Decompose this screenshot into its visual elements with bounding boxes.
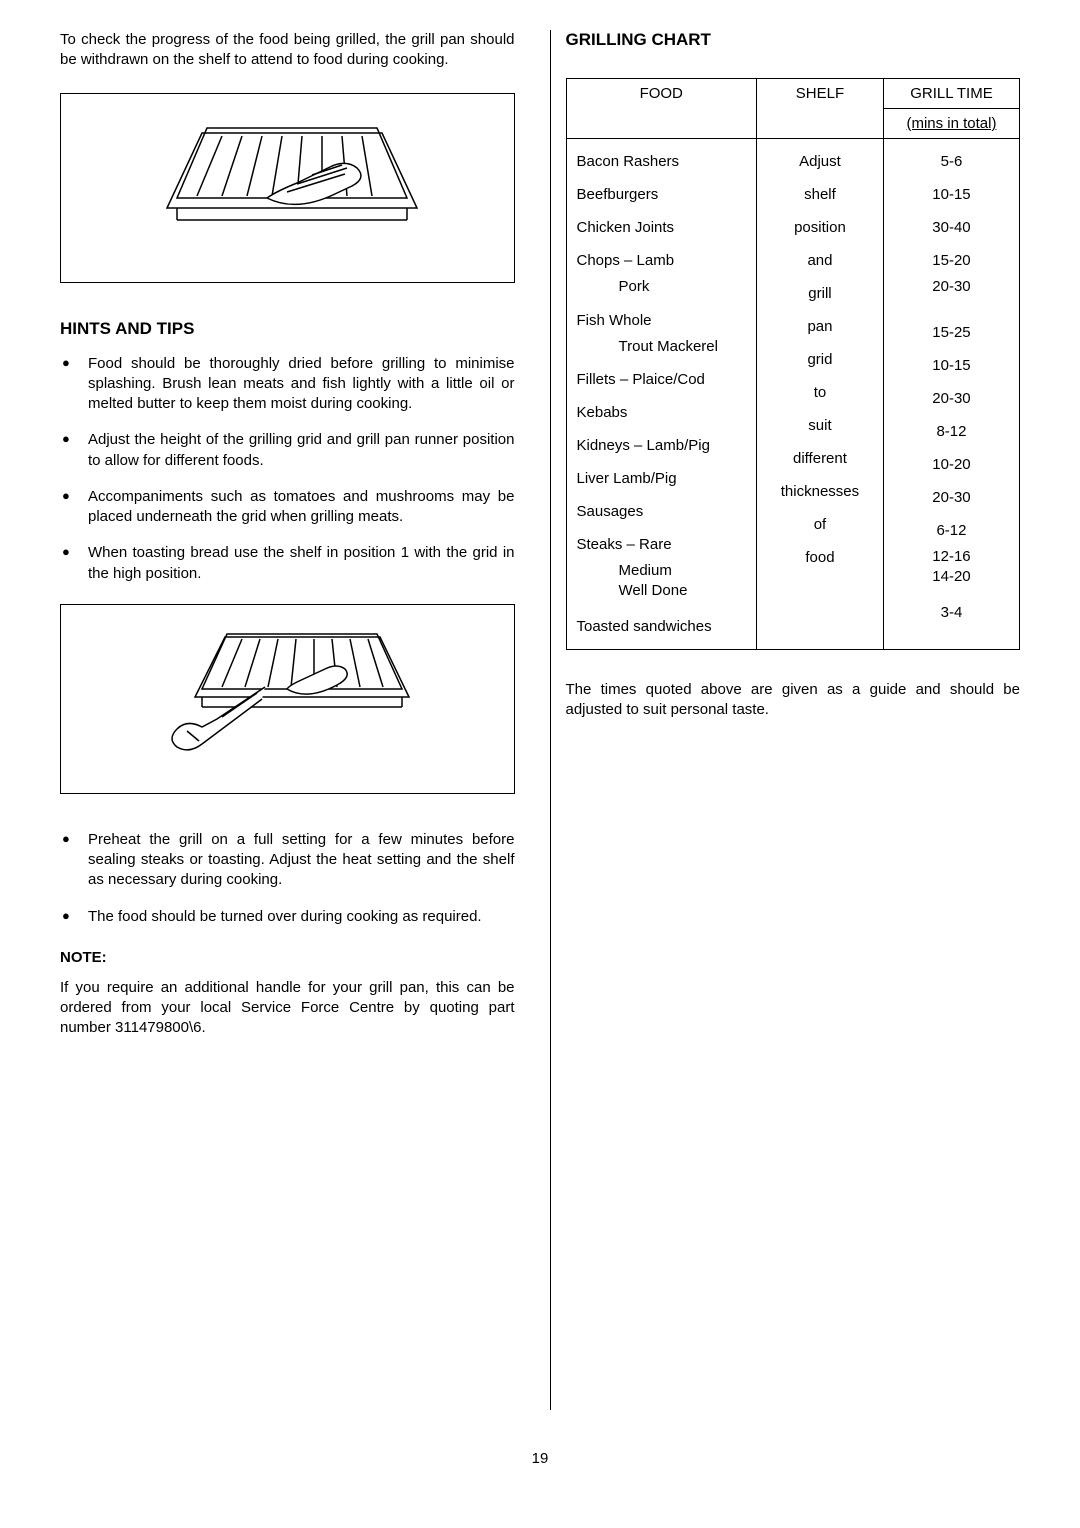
tips-list-2: Preheat the grill on a full setting for …	[60, 830, 515, 927]
tip-item: Food should be thoroughly dried before g…	[60, 354, 515, 415]
grill-tray-figure	[60, 93, 515, 283]
tip-item: The food should be turned over during co…	[60, 907, 515, 927]
header-shelf: SHELF	[756, 79, 883, 139]
note-text: If you require an additional handle for …	[60, 978, 515, 1039]
grilling-table: FOOD SHELF GRILL TIME (mins in total) Ba…	[566, 78, 1021, 650]
tip-item: When toasting bread use the shelf in pos…	[60, 543, 515, 584]
intro-paragraph: To check the progress of the food being …	[60, 30, 515, 71]
tip-item: Preheat the grill on a full setting for …	[60, 830, 515, 891]
tip-item: Accompaniments such as tomatoes and mush…	[60, 487, 515, 528]
mins-label: (mins in total)	[883, 109, 1019, 139]
chart-heading: GRILLING CHART	[566, 30, 1021, 50]
time-column: 5-6 10-15 30-40 15-20 20-30 15-25 10-15 …	[883, 139, 1019, 650]
note-heading: NOTE:	[60, 949, 515, 966]
tip-item: Adjust the height of the grilling grid a…	[60, 430, 515, 471]
grill-tray-handle-icon	[147, 619, 427, 779]
food-column: Bacon Rashers Beefburgers Chicken Joints…	[566, 139, 756, 650]
shelf-column: Adjust shelf position and grill pan grid…	[756, 139, 883, 650]
header-food: FOOD	[566, 79, 756, 139]
tips-list-1: Food should be thoroughly dried before g…	[60, 354, 515, 584]
grill-tray-icon	[147, 108, 427, 268]
page-number: 19	[60, 1450, 1020, 1467]
hints-heading: HINTS AND TIPS	[60, 319, 515, 339]
chart-footnote: The times quoted above are given as a gu…	[566, 680, 1021, 721]
grill-tray-handle-figure	[60, 604, 515, 794]
header-time: GRILL TIME	[883, 79, 1019, 109]
